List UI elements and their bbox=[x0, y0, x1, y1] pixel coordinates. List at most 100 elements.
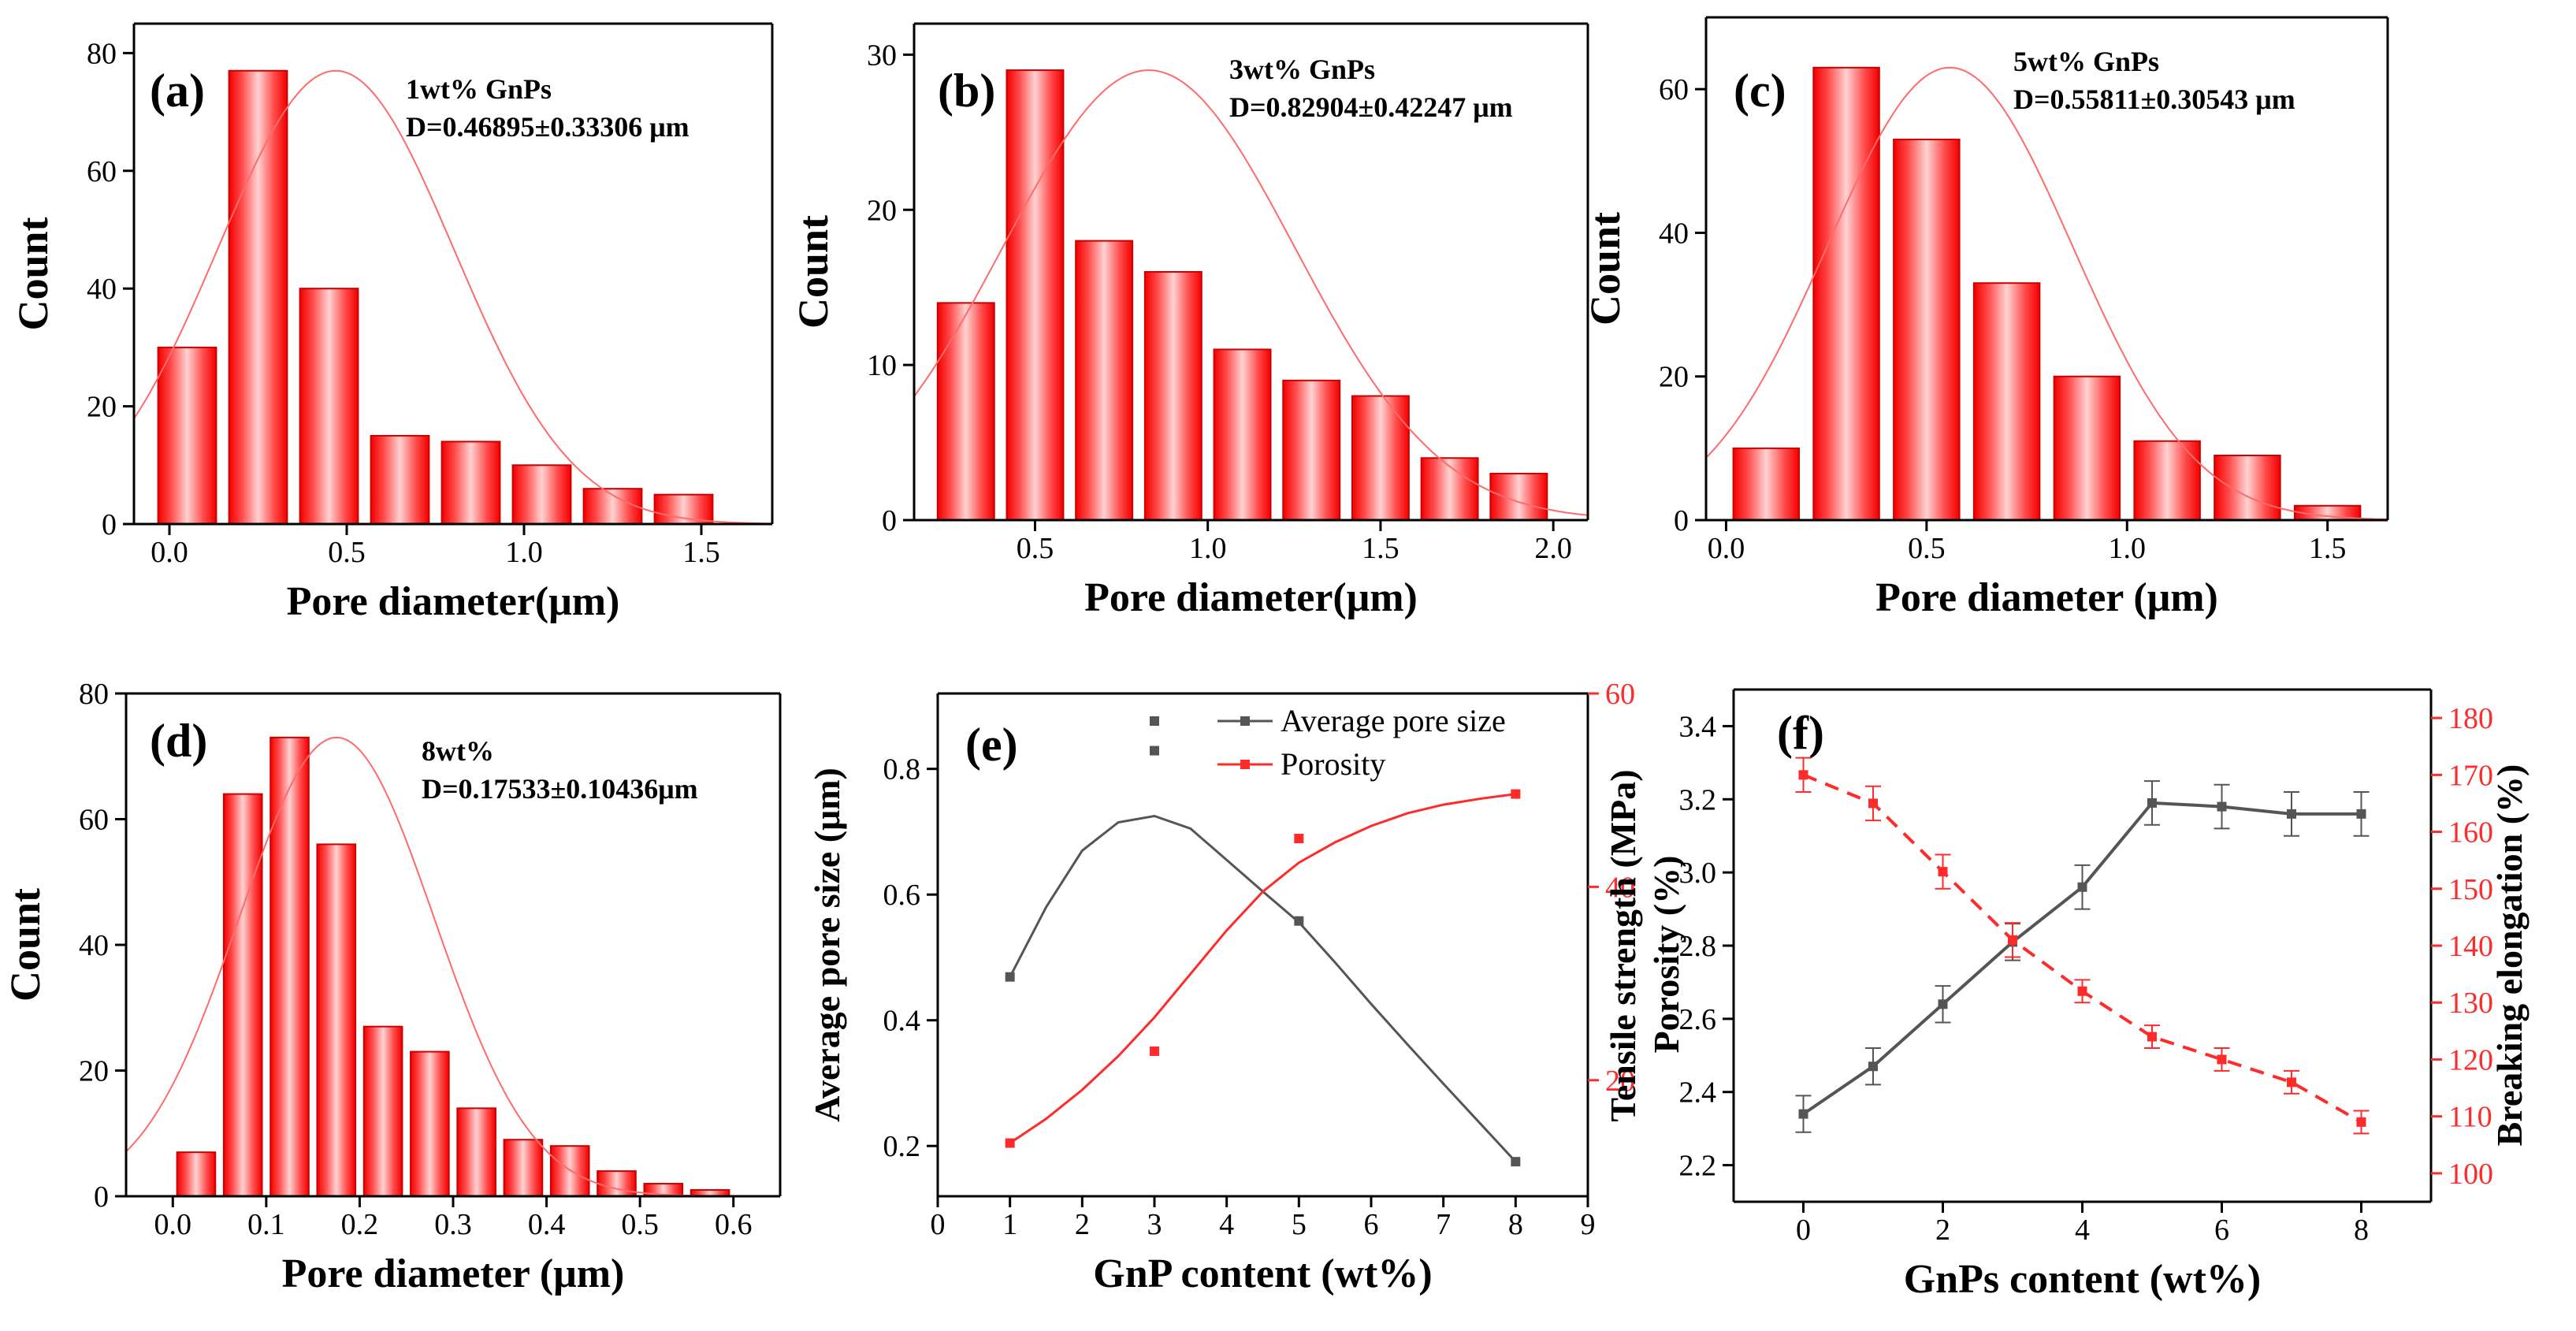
y-tick-label: 60 bbox=[79, 804, 109, 837]
y-right-tick-label: 140 bbox=[2448, 930, 2493, 963]
y-axis-label: Count bbox=[9, 217, 57, 330]
annotation-line-2: D=0.55811±0.30543 μm bbox=[2013, 84, 2295, 115]
y-axis-label: Count bbox=[790, 215, 837, 329]
histogram-bar bbox=[1143, 271, 1203, 521]
data-point bbox=[2287, 809, 2296, 819]
histogram-bar bbox=[2053, 375, 2121, 522]
y-tick-label: 2.6 bbox=[1679, 1003, 1717, 1036]
x-tick-label: 1.0 bbox=[505, 536, 543, 569]
histogram-bar bbox=[370, 434, 430, 525]
x-tick-label: 8 bbox=[1508, 1208, 1523, 1241]
chart-panel-d: 8wt% D=0.17533±0.10436μm 0.0 0.1 0.2 0.3 0.4 0.… bbox=[2, 678, 782, 1296]
y-tick-label: 0 bbox=[1674, 504, 1689, 537]
x-tick-label: 1.5 bbox=[682, 536, 720, 569]
gaussian-fit-curve bbox=[125, 736, 780, 1197]
y-axis-label: Count bbox=[2, 888, 49, 1002]
histogram-bar bbox=[222, 793, 263, 1197]
annotation-line-2: D=0.17533±0.10436μm bbox=[422, 773, 698, 805]
data-point bbox=[2217, 1054, 2227, 1065]
y-tick-label: 0 bbox=[102, 508, 117, 541]
histogram-bar bbox=[362, 1025, 403, 1198]
data-point bbox=[1511, 789, 1521, 799]
legend-label: Average pore size bbox=[1281, 703, 1506, 738]
annotation-line-1: 8wt% bbox=[422, 735, 494, 767]
x-tick-label: 0.0 bbox=[154, 1208, 192, 1241]
y-axis-label: Count bbox=[1582, 212, 1629, 325]
x-tick-label: 7 bbox=[1436, 1208, 1451, 1241]
x-axis-label: Pore diameter(μm) bbox=[287, 579, 620, 624]
data-point bbox=[2217, 801, 2227, 812]
histogram-bar bbox=[1075, 240, 1134, 521]
x-tick-label: 0.3 bbox=[434, 1208, 472, 1241]
y-tick-label: 20 bbox=[87, 391, 117, 424]
x-tick-label: 0.0 bbox=[1708, 532, 1745, 565]
histogram-bar bbox=[269, 736, 310, 1197]
histogram-bar bbox=[1351, 395, 1410, 521]
y-right-tick-label: 150 bbox=[2448, 873, 2493, 906]
histogram-bar bbox=[2133, 440, 2201, 521]
x-tick-label: 0.6 bbox=[715, 1208, 753, 1241]
x-axis-label: Pore diameter (μm) bbox=[1875, 575, 2218, 620]
x-tick-label: 2.0 bbox=[1534, 532, 1572, 565]
y-tick-label: 20 bbox=[867, 194, 897, 227]
histogram-bar bbox=[2214, 454, 2281, 522]
data-point bbox=[2147, 1032, 2157, 1042]
x-tick-label: 1.0 bbox=[1189, 532, 1227, 565]
histogram-bar bbox=[157, 346, 217, 525]
legend-marker bbox=[1150, 716, 1159, 726]
histogram-bar bbox=[549, 1145, 590, 1197]
annotation-line-2: D=0.82904±0.42247 μm bbox=[1229, 91, 1513, 123]
series-line bbox=[1009, 814, 1517, 1163]
y-right-tick-label: 60 bbox=[1605, 678, 1635, 711]
y-tick-label: 20 bbox=[1659, 361, 1689, 394]
y-tick-label: 3.0 bbox=[1679, 857, 1717, 890]
x-tick-label: 0.2 bbox=[341, 1208, 379, 1241]
x-tick-label: 5 bbox=[1292, 1208, 1307, 1241]
y-right-tick-label: 40 bbox=[1605, 871, 1635, 904]
x-tick-label: 0 bbox=[931, 1208, 946, 1241]
y-right-tick-label: 120 bbox=[2448, 1043, 2493, 1076]
y-right-axis-label: Porosity (%) bbox=[1646, 856, 1686, 1054]
panel-label: (b) bbox=[938, 65, 995, 117]
data-point bbox=[2077, 986, 2087, 996]
panel-label: (f) bbox=[1777, 707, 1824, 759]
panel-label: (d) bbox=[150, 715, 207, 767]
y-tick-label: 0.2 bbox=[883, 1130, 921, 1163]
y-tick-label: 40 bbox=[79, 929, 109, 962]
histogram-bar bbox=[1282, 379, 1341, 521]
x-tick-label: 0.5 bbox=[1908, 532, 1946, 565]
panel-label: (a) bbox=[150, 65, 205, 117]
chart-panel-f: 0 2 4 6 8 2.2 2.4 2.6 2.8 3.0 3.2 3.4 100 110 120 130 14… bbox=[1603, 688, 2530, 1302]
y-tick-label: 0.8 bbox=[883, 753, 921, 786]
y-right-tick-label: 130 bbox=[2448, 987, 2493, 1020]
annotation-line-1: 5wt% GnPs bbox=[2013, 46, 2159, 77]
data-point bbox=[1294, 916, 1304, 926]
histogram-bar bbox=[503, 1139, 544, 1197]
x-tick-label: 4 bbox=[1219, 1208, 1234, 1241]
chart-panel-b: 3wt% GnPs D=0.82904±0.42247 μm 0.5 1.0 1.5 2.… bbox=[790, 22, 1589, 620]
histogram-bar bbox=[456, 1107, 496, 1197]
y-tick-label: 30 bbox=[867, 39, 897, 72]
data-point bbox=[1868, 1061, 1878, 1072]
y-tick-label: 2.8 bbox=[1679, 930, 1717, 963]
series-line bbox=[1009, 793, 1516, 1144]
gaussian-fit-curve bbox=[913, 69, 1589, 516]
y-tick-label: 80 bbox=[79, 678, 109, 711]
histogram-bar bbox=[1972, 282, 2041, 521]
histogram-bar bbox=[653, 493, 714, 525]
x-axis-label: Pore diameter (μm) bbox=[282, 1251, 625, 1296]
y-right-tick-label: 20 bbox=[1605, 1065, 1635, 1098]
histogram-bar bbox=[511, 464, 572, 526]
y-tick-label: 0.4 bbox=[883, 1005, 921, 1038]
data-point bbox=[2356, 1117, 2366, 1127]
y-tick-label: 40 bbox=[87, 273, 117, 306]
y-right-tick-label: 160 bbox=[2448, 816, 2493, 850]
data-point bbox=[1798, 1109, 1808, 1119]
data-point bbox=[2077, 882, 2087, 892]
x-tick-label: 2 bbox=[1935, 1214, 1950, 1247]
y-tick-label: 20 bbox=[79, 1055, 109, 1088]
legend-marker bbox=[1240, 760, 1250, 769]
histogram-bar bbox=[1893, 138, 1961, 521]
data-point bbox=[1005, 972, 1015, 982]
